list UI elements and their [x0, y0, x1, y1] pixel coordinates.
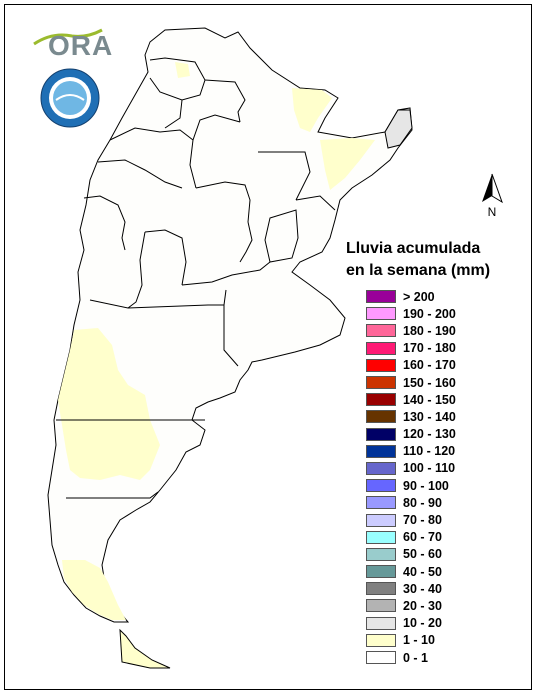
legend-title: Lluvia acumulada en la semana (mm): [346, 238, 526, 282]
legend-item: 1 - 10: [366, 632, 456, 649]
legend-item: 70 - 80: [366, 511, 456, 528]
legend: > 200 190 - 200 180 - 190 170 - 180 160 - 17…: [366, 288, 456, 666]
legend-item: 30 - 40: [366, 580, 456, 597]
legend-swatch: [366, 427, 396, 441]
legend-label: 40 - 50: [403, 564, 442, 579]
legend-item: 60 - 70: [366, 529, 456, 546]
legend-item: 50 - 60: [366, 546, 456, 563]
legend-swatch: [366, 633, 396, 647]
legend-swatch: [366, 599, 396, 613]
legend-swatch: [366, 565, 396, 579]
legend-label: 120 - 130: [403, 427, 456, 442]
legend-item: 100 - 110: [366, 460, 456, 477]
ora-logo-text: ORA: [48, 30, 114, 61]
legend-swatch: [366, 496, 396, 510]
legend-item: 90 - 100: [366, 477, 456, 494]
legend-swatch: [366, 341, 396, 355]
legend-title-line-2: en la semana (mm): [346, 262, 491, 279]
legend-label: 180 - 190: [403, 323, 456, 338]
rain-10-20-zone: [384, 109, 413, 149]
legend-item: 110 - 120: [366, 443, 456, 460]
legend-swatch: [366, 376, 396, 390]
legend-label: 130 - 140: [403, 409, 456, 424]
legend-item: 190 - 200: [366, 305, 456, 322]
legend-item: 20 - 30: [366, 597, 456, 614]
legend-label: 70 - 80: [403, 513, 442, 528]
smn-seal-icon: [40, 68, 100, 128]
legend-label: 60 - 70: [403, 530, 442, 545]
legend-label: 150 - 160: [403, 375, 456, 390]
north-arrow-icon: N: [482, 173, 503, 219]
legend-item: 160 - 170: [366, 357, 456, 374]
legend-swatch: [366, 307, 396, 321]
legend-item: 140 - 150: [366, 391, 456, 408]
legend-title-line-1: Lluvia acumulada: [346, 240, 481, 257]
legend-label: 140 - 150: [403, 392, 456, 407]
legend-swatch: [366, 547, 396, 561]
legend-item: 40 - 50: [366, 563, 456, 580]
ora-logo: [33, 28, 103, 46]
legend-item: 10 - 20: [366, 615, 456, 632]
legend-label: 160 - 170: [403, 358, 456, 373]
legend-label: 190 - 200: [403, 306, 456, 321]
legend-swatch: [366, 582, 396, 596]
rain-1-10-zones: [58, 62, 375, 620]
legend-label: 100 - 110: [403, 461, 456, 476]
legend-item: 180 - 190: [366, 322, 456, 339]
legend-swatch: [366, 444, 396, 458]
legend-swatch: [366, 461, 396, 475]
province-borders: [56, 57, 336, 499]
map-frame: [4, 4, 532, 690]
legend-label: 0 - 1: [403, 650, 429, 665]
legend-item: 120 - 130: [366, 426, 456, 443]
legend-item: 170 - 180: [366, 340, 456, 357]
legend-label: 1 - 10: [403, 633, 435, 648]
legend-swatch: [366, 324, 396, 338]
legend-label: 110 - 120: [403, 444, 456, 459]
legend-label: 50 - 60: [403, 547, 442, 562]
legend-swatch: [366, 358, 396, 372]
legend-item: 130 - 140: [366, 408, 456, 425]
legend-swatch: [366, 530, 396, 544]
legend-swatch: [366, 651, 396, 665]
country-outline: [47, 27, 413, 623]
legend-swatch: [366, 513, 396, 527]
legend-label: 90 - 100: [403, 478, 449, 493]
legend-swatch: [366, 410, 396, 424]
legend-label: 10 - 20: [403, 616, 442, 631]
legend-swatch: [366, 393, 396, 407]
legend-item: 0 - 1: [366, 649, 456, 666]
legend-swatch: [366, 290, 396, 304]
north-label: N: [488, 205, 497, 219]
legend-label: 170 - 180: [403, 341, 456, 356]
legend-item: > 200: [366, 288, 456, 305]
legend-item: 150 - 160: [366, 374, 456, 391]
legend-label: > 200: [403, 289, 435, 304]
tierra-del-fuego: [119, 628, 171, 669]
legend-label: 30 - 40: [403, 581, 442, 596]
legend-swatch: [366, 616, 396, 630]
legend-item: 80 - 90: [366, 494, 456, 511]
legend-swatch: [366, 479, 396, 493]
legend-label: 20 - 30: [403, 598, 442, 613]
legend-label: 80 - 90: [403, 495, 442, 510]
